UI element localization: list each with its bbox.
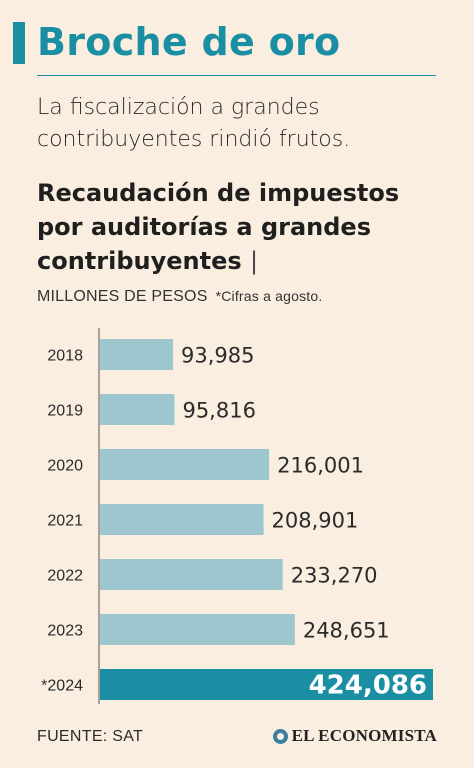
data-label: 424,086 <box>309 671 427 701</box>
category-label: 2018 <box>47 348 83 365</box>
bar-chart: 2018 93,985 2019 95,816 2020 216,001 2021 208,9… <box>41 328 433 704</box>
bar <box>100 614 295 645</box>
bar <box>100 449 270 480</box>
globe-logo-icon <box>272 728 288 744</box>
data-label: 216,001 <box>277 454 364 478</box>
data-label: 208,901 <box>272 509 359 533</box>
headline-accent-bar <box>13 22 25 64</box>
category-label: *2024 <box>41 678 83 695</box>
subhead: La fiscalización a grandes contribuyente… <box>37 95 351 152</box>
data-label: 248,651 <box>303 619 390 643</box>
category-label: 2019 <box>47 403 83 420</box>
chart-units-line: MILLONES DE PESOS *Cifras a agosto. <box>37 288 322 306</box>
headline: Broche de oro <box>37 20 341 64</box>
brand-name: EL ECONOMISTA <box>291 726 437 745</box>
brand: EL ECONOMISTA <box>272 726 437 746</box>
bar <box>100 504 264 535</box>
footer-source: FUENTE: SAT <box>37 728 144 745</box>
data-label: 233,270 <box>291 564 378 588</box>
category-label: 2023 <box>47 623 83 640</box>
bar <box>100 559 283 590</box>
category-label: 2020 <box>47 458 83 475</box>
chart-units: MILLONES DE PESOS <box>37 288 208 305</box>
bar <box>100 339 174 370</box>
category-label: 2021 <box>47 513 83 530</box>
data-label: 95,816 <box>182 399 255 423</box>
chart-note: *Cifras a agosto. <box>215 288 323 304</box>
highlight-bar <box>100 669 433 700</box>
chart-title-text: Recaudación de impuestos por auditorías … <box>37 179 400 275</box>
category-label: 2022 <box>47 568 83 585</box>
data-label: 93,985 <box>181 344 254 368</box>
chart-title: Recaudación de impuestos por auditorías … <box>37 176 447 278</box>
bar <box>100 394 175 425</box>
chart-title-separator: | <box>250 247 259 275</box>
headline-rule <box>37 75 436 76</box>
